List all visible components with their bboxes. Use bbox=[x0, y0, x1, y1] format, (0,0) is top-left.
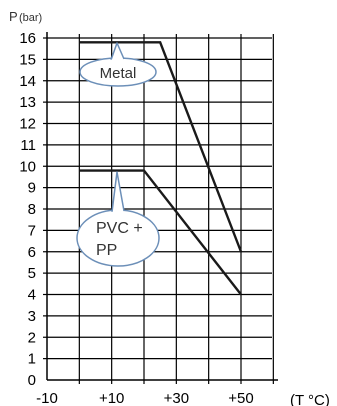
y-axis-label-unit: (bar) bbox=[19, 12, 42, 24]
y-tick-label: 15 bbox=[19, 51, 36, 68]
callout-metal: Metal bbox=[79, 42, 157, 87]
y-axis-label-main: P bbox=[9, 9, 18, 24]
y-tick-label: 14 bbox=[19, 73, 36, 90]
callout-pointer bbox=[110, 42, 125, 61]
y-tick-label: 10 bbox=[19, 158, 36, 175]
callout-pointer bbox=[111, 171, 125, 213]
y-tick-label: 1 bbox=[28, 351, 36, 368]
x-tick-label: +50 bbox=[228, 390, 253, 406]
x-tick-label: -10 bbox=[36, 390, 58, 406]
y-tick-label: 0 bbox=[28, 372, 36, 389]
y-tick-label: 6 bbox=[28, 244, 36, 261]
x-tick-label: +10 bbox=[99, 390, 124, 406]
y-tick-label: 12 bbox=[19, 116, 36, 133]
y-tick-label: 7 bbox=[28, 222, 36, 239]
callout-label: Metal bbox=[100, 65, 137, 82]
callout-label: PP bbox=[96, 242, 117, 259]
axis-labels: P (bar) (T °C) bbox=[9, 9, 330, 406]
y-tick-label: 16 bbox=[19, 30, 36, 47]
series-line-metal bbox=[79, 41, 243, 253]
grid bbox=[47, 34, 274, 380]
callout-label: PVC + bbox=[96, 220, 143, 237]
y-tick-label: 13 bbox=[19, 94, 36, 111]
y-tick-label: 4 bbox=[28, 287, 36, 304]
x-axis-label: (T °C) bbox=[290, 392, 330, 406]
callout-fill bbox=[78, 211, 158, 265]
y-tick-label: 5 bbox=[28, 265, 36, 282]
y-tick-label: 3 bbox=[28, 308, 36, 325]
y-tick-label: 8 bbox=[28, 201, 36, 218]
series-lines bbox=[79, 41, 243, 296]
callout-pvc-pp: PVC + PP bbox=[76, 171, 160, 267]
y-tick-label: 2 bbox=[28, 329, 36, 346]
callout-fill bbox=[81, 59, 155, 85]
y-tick-label: 11 bbox=[20, 137, 36, 154]
x-tick-label: +30 bbox=[164, 390, 189, 406]
series-line-pvc-pp bbox=[79, 169, 242, 296]
y-tick-label: 9 bbox=[28, 180, 36, 197]
annotations: Metal PVC + PP bbox=[76, 42, 160, 267]
